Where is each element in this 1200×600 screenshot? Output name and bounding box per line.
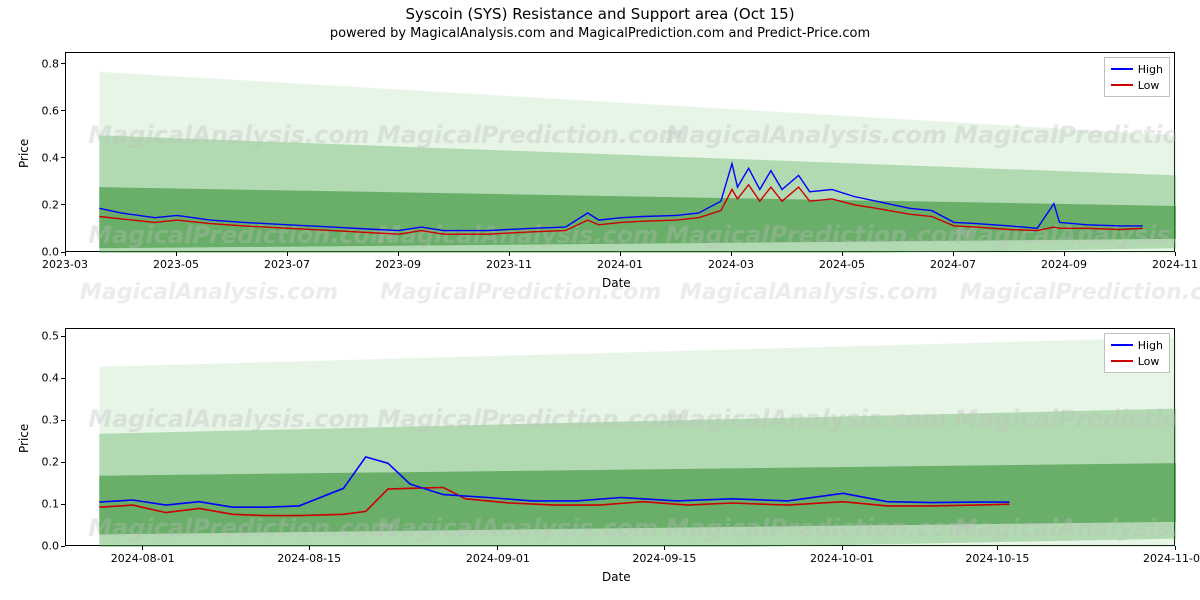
x-tick-mark — [309, 546, 310, 550]
x-tick-label: 2024-05 — [819, 258, 865, 271]
x-tick-mark — [953, 252, 954, 256]
top-chart-panel: MagicalAnalysis.comMagicalPrediction.com… — [65, 52, 1175, 252]
x-tick-label: 2024-03 — [708, 258, 754, 271]
chart-svg: MagicalAnalysis.comMagicalPrediction.com… — [66, 329, 1176, 547]
watermark: MagicalPrediction.com — [954, 121, 1176, 149]
watermark: MagicalAnalysis.com — [665, 405, 947, 433]
x-tick-label: 2024-08-01 — [111, 552, 175, 565]
legend-label-high: High — [1138, 339, 1163, 352]
y-tick-mark — [61, 336, 65, 337]
watermark: MagicalAnalysis.com — [680, 280, 938, 305]
watermark: MagicalAnalysis.com — [88, 121, 370, 149]
y-tick-label: 0.1 — [19, 498, 59, 511]
x-tick-label: 2023-11 — [486, 258, 532, 271]
legend-label-low: Low — [1138, 355, 1160, 368]
x-tick-mark — [731, 252, 732, 256]
legend: High Low — [1104, 333, 1170, 373]
x-tick-label: 2024-07 — [930, 258, 976, 271]
x-tick-label: 2023-09 — [375, 258, 421, 271]
x-tick-mark — [497, 546, 498, 550]
x-tick-mark — [842, 546, 843, 550]
watermark: MagicalAnalysis.com — [954, 514, 1176, 542]
bottom-chart-panel: MagicalAnalysis.comMagicalPrediction.com… — [65, 328, 1175, 546]
y-tick-label: 0.2 — [19, 198, 59, 211]
figure: Syscoin (SYS) Resistance and Support are… — [0, 0, 1200, 600]
watermark: MagicalPrediction.com — [377, 405, 684, 433]
y-axis-label: Price — [17, 139, 31, 168]
x-tick-label: 2024-09-01 — [466, 552, 530, 565]
watermark: MagicalPrediction.com — [665, 514, 972, 542]
x-tick-label: 2024-01 — [597, 258, 643, 271]
y-tick-mark — [61, 110, 65, 111]
y-tick-mark — [61, 462, 65, 463]
x-tick-mark — [65, 252, 66, 256]
y-tick-label: 0.5 — [19, 330, 59, 343]
y-tick-mark — [61, 546, 65, 547]
watermark: MagicalPrediction.com — [665, 221, 972, 249]
y-tick-label: 0.2 — [19, 456, 59, 469]
watermark: MagicalPrediction.com — [88, 514, 395, 542]
watermark: MagicalAnalysis.com — [80, 280, 338, 305]
x-tick-label: 2023-05 — [153, 258, 199, 271]
chart-title: Syscoin (SYS) Resistance and Support are… — [0, 5, 1200, 23]
y-axis-label: Price — [17, 424, 31, 453]
watermark: MagicalPrediction.com — [960, 280, 1200, 305]
chart-svg: MagicalAnalysis.comMagicalPrediction.com… — [66, 53, 1176, 253]
x-axis-label: Date — [602, 276, 631, 290]
watermark: MagicalAnalysis.com — [665, 121, 947, 149]
y-tick-label: 0.8 — [19, 57, 59, 70]
watermark: MagicalAnalysis.com — [88, 405, 370, 433]
x-tick-mark — [398, 252, 399, 256]
x-tick-mark — [287, 252, 288, 256]
y-tick-label: 0.4 — [19, 372, 59, 385]
legend-swatch-low — [1111, 360, 1133, 362]
x-tick-mark — [1175, 546, 1176, 550]
legend-item-low: Low — [1111, 353, 1163, 369]
x-tick-label: 2024-09 — [1041, 258, 1087, 271]
x-tick-mark — [620, 252, 621, 256]
x-tick-label: 2024-08-15 — [277, 552, 341, 565]
legend-item-high: High — [1111, 337, 1163, 353]
x-tick-mark — [1175, 252, 1176, 256]
legend-label-low: Low — [1138, 79, 1160, 92]
legend-swatch-high — [1111, 344, 1133, 346]
x-tick-mark — [997, 546, 998, 550]
x-tick-mark — [509, 252, 510, 256]
y-tick-mark — [61, 157, 65, 158]
legend-label-high: High — [1138, 63, 1163, 76]
x-tick-label: 2023-07 — [264, 258, 310, 271]
y-tick-mark — [61, 504, 65, 505]
x-tick-mark — [176, 252, 177, 256]
x-tick-mark — [664, 546, 665, 550]
x-tick-label: 2023-03 — [42, 258, 88, 271]
watermark: MagicalPrediction.com — [377, 121, 684, 149]
y-tick-label: 0.0 — [19, 246, 59, 259]
legend-swatch-high — [1111, 68, 1133, 70]
legend-swatch-low — [1111, 84, 1133, 86]
x-tick-label: 2024-11-01 — [1143, 552, 1200, 565]
y-tick-label: 0.6 — [19, 104, 59, 117]
x-tick-label: 2024-10-15 — [965, 552, 1029, 565]
legend-item-low: Low — [1111, 77, 1163, 93]
legend: High Low — [1104, 57, 1170, 97]
y-tick-mark — [61, 420, 65, 421]
watermark: MagicalAnalysis.com — [377, 221, 659, 249]
y-tick-mark — [61, 63, 65, 64]
watermark: MagicalPrediction.com — [954, 405, 1176, 433]
x-tick-label: 2024-11 — [1152, 258, 1198, 271]
y-tick-mark — [61, 378, 65, 379]
watermark: MagicalAnalysis.com — [377, 514, 659, 542]
x-axis-label: Date — [602, 570, 631, 584]
x-tick-mark — [842, 252, 843, 256]
chart-subtitle: powered by MagicalAnalysis.com and Magic… — [0, 26, 1200, 41]
x-tick-mark — [142, 546, 143, 550]
x-tick-label: 2024-10-01 — [810, 552, 874, 565]
legend-item-high: High — [1111, 61, 1163, 77]
x-tick-mark — [1064, 252, 1065, 256]
x-tick-label: 2024-09-15 — [632, 552, 696, 565]
y-tick-label: 0.0 — [19, 540, 59, 553]
y-tick-mark — [61, 204, 65, 205]
